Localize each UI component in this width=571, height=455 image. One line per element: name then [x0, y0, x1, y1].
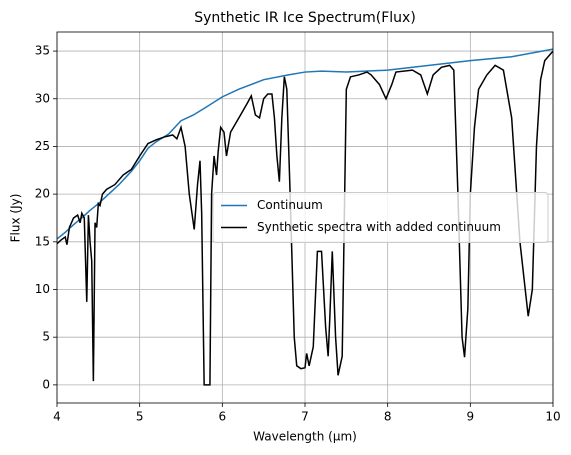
x-axis-label: Wavelength (µm) [253, 430, 357, 444]
y-tick-label: 35 [35, 44, 50, 58]
x-tick-label: 4 [53, 410, 61, 424]
legend-label: Continuum [257, 198, 323, 212]
y-tick-label: 20 [35, 187, 50, 201]
x-tick-label: 6 [219, 410, 227, 424]
series-line [57, 48, 553, 240]
y-tick-label: 0 [42, 377, 50, 391]
chart-title: Synthetic IR Ice Spectrum(Flux) [194, 10, 416, 26]
y-tick-label: 5 [42, 330, 50, 344]
x-tick-label: 9 [467, 410, 475, 424]
series-line [57, 50, 553, 386]
x-tick-label: 5 [136, 410, 144, 424]
x-tick-label: 8 [384, 410, 392, 424]
y-tick-label: 10 [35, 282, 50, 296]
x-tick-label: 7 [301, 410, 309, 424]
y-tick-label: 30 [35, 91, 50, 105]
y-axis-label: Flux (Jy) [9, 194, 23, 243]
plot-frame [56, 31, 554, 404]
legend-label: Synthetic spectra with added continuum [257, 220, 501, 234]
y-tick-label: 15 [35, 234, 50, 248]
x-tick-label: 10 [545, 410, 560, 424]
legend-box [212, 192, 549, 243]
y-tick-label: 25 [35, 139, 50, 153]
